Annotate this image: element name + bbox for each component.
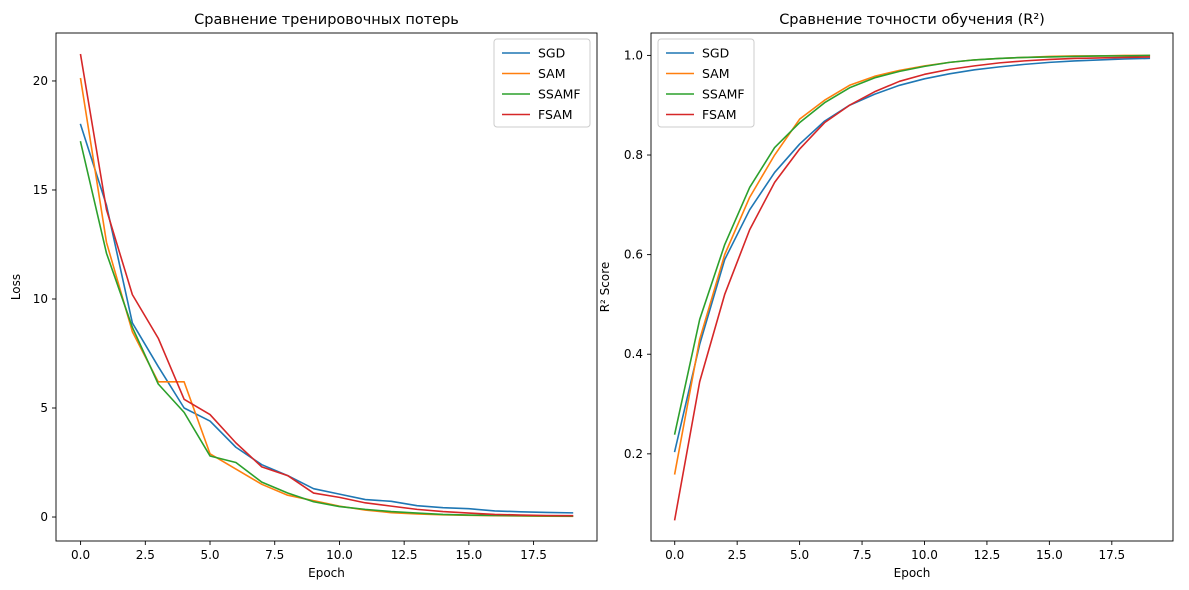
legend: SGD SAM SSAMF FSAM [657, 38, 755, 128]
x-tick-label: 5.0 [200, 548, 219, 562]
y-tick-label: 0.2 [624, 447, 643, 461]
x-tick-label: 17.5 [520, 548, 547, 562]
x-tick-label: 2.5 [728, 548, 747, 562]
chart-title: Сравнение точности обучения (R²) [779, 12, 1045, 28]
series-line-sgd [673, 57, 1151, 453]
y-tick-label: 20 [33, 74, 48, 88]
x-tick-label: 0.0 [71, 548, 90, 562]
legend-label-sam: SAM [538, 66, 566, 81]
legend-label-fsam: FSAM [538, 107, 572, 122]
x-tick-label: 0.0 [665, 548, 684, 562]
legend: SGD SAM SSAMF FSAM [493, 38, 591, 128]
x-tick-label: 15.0 [456, 548, 483, 562]
legend-label-sgd: SGD [538, 46, 565, 61]
plot-area [79, 53, 574, 518]
x-tick-label: 10.0 [326, 548, 353, 562]
x-tick-label: 10.0 [911, 548, 938, 562]
y-tick-label: 5 [40, 401, 48, 415]
axes-frame [55, 32, 598, 542]
axes-frame [650, 32, 1174, 542]
y-tick-label: 1.0 [624, 48, 643, 62]
legend-label-ssamf: SSAMF [538, 87, 581, 102]
x-tick-label: 2.5 [136, 548, 155, 562]
series-line-sgd [79, 123, 574, 514]
series-line-fsam [79, 53, 574, 517]
x-tick-label: 5.0 [790, 548, 809, 562]
x-tick-label: 12.5 [391, 548, 418, 562]
x-tick-label: 7.5 [265, 548, 284, 562]
x-tick-label: 7.5 [853, 548, 872, 562]
series-line-ssamf [79, 141, 574, 517]
y-tick-label: 10 [33, 292, 48, 306]
x-axis-label: Epoch [308, 566, 345, 580]
legend-box [657, 38, 755, 128]
y-tick-label: 0.6 [624, 248, 643, 262]
y-axis-label: Loss [9, 274, 23, 300]
legend-box [493, 38, 591, 128]
r2-chart: Сравнение точности обучения (R²) 0.0 2.5 5.… [598, 12, 1174, 580]
x-tick-label: 15.0 [1036, 548, 1063, 562]
loss-chart: Сравнение тренировочных потерь 0.0 2.5 5.0 7… [9, 12, 598, 580]
y-tick-label: 0 [40, 510, 48, 524]
series-line-fsam [673, 56, 1151, 521]
plot-area [673, 54, 1151, 521]
x-tick-label: 17.5 [1098, 548, 1125, 562]
legend-label-sam: SAM [702, 66, 730, 81]
y-axis-label: R² Score [598, 262, 612, 313]
y-tick-label: 0.8 [624, 148, 643, 162]
legend-label-ssamf: SSAMF [702, 87, 745, 102]
legend-label-sgd: SGD [702, 46, 729, 61]
x-tick-label: 12.5 [974, 548, 1001, 562]
y-tick-label: 0.4 [624, 347, 643, 361]
series-line-ssamf [673, 54, 1151, 435]
chart-title: Сравнение тренировочных потерь [194, 12, 459, 28]
legend-label-fsam: FSAM [702, 107, 736, 122]
y-tick-label: 15 [33, 183, 48, 197]
x-axis-label: Epoch [894, 566, 931, 580]
series-line-sam [79, 77, 574, 518]
